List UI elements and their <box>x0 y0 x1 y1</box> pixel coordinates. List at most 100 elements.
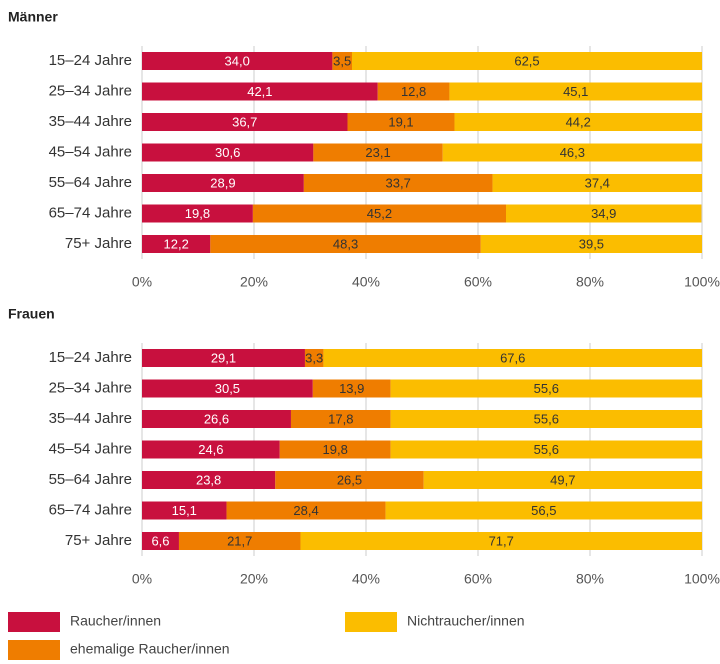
x-tick-label: 20% <box>240 571 268 587</box>
data-label: 46,3 <box>560 145 585 160</box>
y-tick-label: 65–74 Jahre <box>49 501 132 518</box>
data-label: 48,3 <box>333 236 358 251</box>
bar-segment <box>390 440 702 459</box>
y-tick-label: 45–54 Jahre <box>49 143 132 160</box>
data-label: 23,8 <box>196 472 221 487</box>
y-tick-label: 35–44 Jahre <box>49 113 132 130</box>
legend-swatch <box>345 612 397 632</box>
data-label: 34,9 <box>591 206 616 221</box>
data-label: 19,8 <box>323 442 348 457</box>
data-label: 30,6 <box>215 145 240 160</box>
data-label: 62,5 <box>514 53 539 68</box>
bar-segment <box>142 440 280 459</box>
bar-segment <box>142 349 305 367</box>
data-label: 19,1 <box>388 114 413 129</box>
bar-segment <box>454 113 702 131</box>
y-tick-label: 45–54 Jahre <box>49 440 132 457</box>
x-tick-label: 100% <box>684 274 720 290</box>
y-tick-label: 55–64 Jahre <box>49 471 132 488</box>
data-label: 30,5 <box>215 381 240 396</box>
data-label: 3,5 <box>333 53 351 68</box>
data-label: 17,8 <box>328 411 353 426</box>
y-tick-label: 75+ Jahre <box>65 235 132 252</box>
x-tick-label: 80% <box>576 571 604 587</box>
x-tick-label: 60% <box>464 274 492 290</box>
bar-segment <box>423 471 702 489</box>
data-label: 29,1 <box>211 350 236 365</box>
bar-segment <box>390 379 702 398</box>
data-label: 26,5 <box>337 472 362 487</box>
bar-segment <box>226 501 386 520</box>
bar-segment <box>142 410 291 428</box>
data-label: 55,6 <box>534 381 559 396</box>
y-tick-label: 25–34 Jahre <box>49 82 132 99</box>
bar-segment <box>506 204 702 223</box>
bar-segment <box>252 204 506 223</box>
x-tick-label: 40% <box>352 571 380 587</box>
y-tick-label: 75+ Jahre <box>65 532 132 549</box>
data-label: 15,1 <box>172 503 197 518</box>
y-tick-label: 65–74 Jahre <box>49 204 132 221</box>
bar-segment <box>300 532 702 550</box>
bar-segment <box>142 113 348 131</box>
legend-swatch <box>8 612 60 632</box>
y-tick-label: 55–64 Jahre <box>49 174 132 191</box>
data-label: 19,8 <box>185 206 210 221</box>
legend-swatch <box>8 640 60 660</box>
data-label: 12,2 <box>164 236 189 251</box>
x-tick-label: 60% <box>464 571 492 587</box>
bar-segment <box>142 204 253 223</box>
data-label: 12,8 <box>401 84 426 99</box>
x-tick-label: 100% <box>684 571 720 587</box>
legend-label: ehemalige Raucher/innen <box>70 641 230 657</box>
chart-title: Männer <box>8 9 58 25</box>
data-label: 6,6 <box>151 533 169 548</box>
bar-segment <box>304 349 324 367</box>
data-label: 67,6 <box>500 350 525 365</box>
bar-segment <box>142 235 211 253</box>
data-label: 26,6 <box>204 411 229 426</box>
data-label: 45,1 <box>563 84 588 99</box>
bar-segment <box>178 532 301 550</box>
data-label: 39,5 <box>579 236 604 251</box>
bar-segment <box>352 52 702 70</box>
bar-segment <box>210 235 481 253</box>
bar-segment <box>442 143 702 162</box>
data-label: 36,7 <box>232 114 257 129</box>
bar-segment <box>385 501 702 520</box>
bar-segment <box>142 82 378 101</box>
data-label: 37,4 <box>585 175 610 190</box>
data-label: 23,1 <box>365 145 390 160</box>
x-tick-label: 20% <box>240 274 268 290</box>
y-tick-label: 25–34 Jahre <box>49 379 132 396</box>
data-label: 49,7 <box>550 472 575 487</box>
bar-segment <box>480 235 702 253</box>
data-label: 24,6 <box>198 442 223 457</box>
bar-segment <box>377 82 450 101</box>
data-label: 56,5 <box>531 503 556 518</box>
bar-segment <box>312 379 391 398</box>
bar-segment <box>142 174 304 192</box>
data-label: 42,1 <box>247 84 272 99</box>
y-tick-label: 15–24 Jahre <box>49 349 132 366</box>
data-label: 34,0 <box>225 53 250 68</box>
data-label: 3,3 <box>305 350 323 365</box>
data-label: 44,2 <box>566 114 591 129</box>
data-label: 28,9 <box>210 175 235 190</box>
x-tick-label: 0% <box>132 274 152 290</box>
legend-label: Raucher/innen <box>70 613 161 629</box>
data-label: 55,6 <box>534 411 559 426</box>
data-label: 71,7 <box>489 533 514 548</box>
bar-segment <box>142 143 314 162</box>
x-tick-label: 40% <box>352 274 380 290</box>
bar-segment <box>347 113 455 131</box>
x-tick-label: 80% <box>576 274 604 290</box>
bar-segment <box>492 174 702 192</box>
bar-segment <box>142 471 276 489</box>
bar-segment <box>323 349 702 367</box>
y-tick-label: 15–24 Jahre <box>49 52 132 69</box>
bar-segment <box>332 52 352 70</box>
bar-segment <box>142 52 333 70</box>
data-label: 21,7 <box>227 533 252 548</box>
y-tick-label: 35–44 Jahre <box>49 410 132 427</box>
